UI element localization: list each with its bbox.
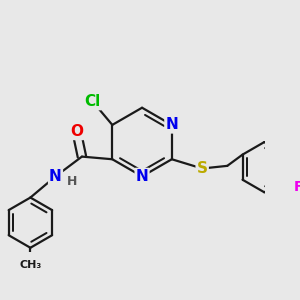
Text: H: H (67, 175, 77, 188)
Text: N: N (136, 169, 148, 184)
Text: F: F (294, 180, 300, 194)
Text: N: N (49, 169, 62, 184)
Text: Cl: Cl (85, 94, 101, 109)
Text: N: N (165, 117, 178, 132)
Text: CH₃: CH₃ (19, 260, 41, 270)
Text: S: S (197, 161, 208, 176)
Text: O: O (70, 124, 83, 139)
